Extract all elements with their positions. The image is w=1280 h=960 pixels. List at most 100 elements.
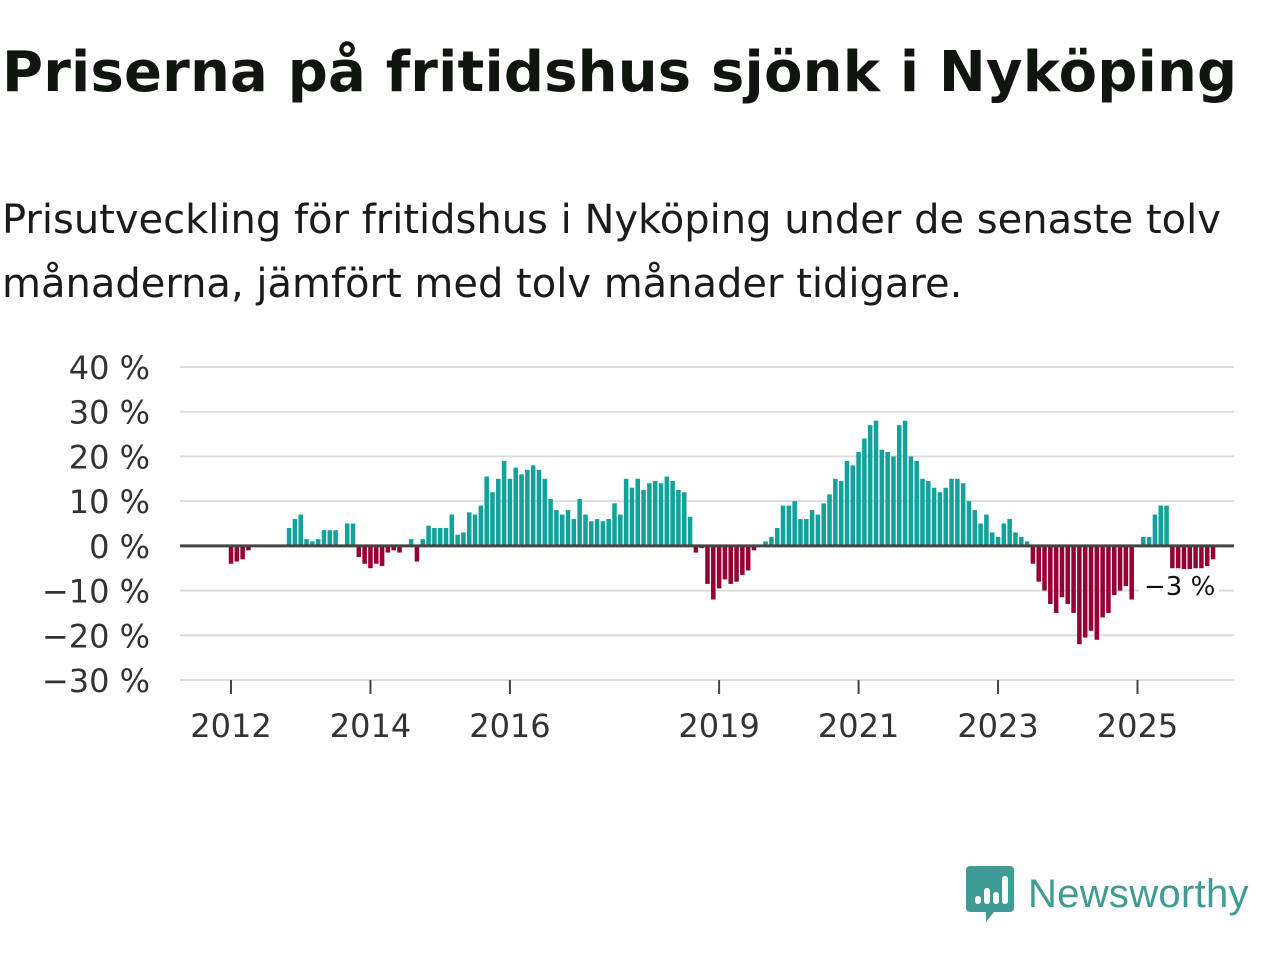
- bar-negative: [234, 545, 240, 562]
- bar-positive: [937, 492, 943, 546]
- bar-positive: [304, 539, 309, 546]
- bar-negative: [1204, 545, 1210, 566]
- bar-negative: [1088, 545, 1094, 631]
- y-tick-label: 30 %: [69, 394, 150, 432]
- bar-negative: [391, 545, 396, 551]
- newsworthy-logo-text: Newsworthy: [1028, 871, 1249, 916]
- bar-negative: [1065, 545, 1071, 604]
- bar-positive: [920, 478, 925, 546]
- bar-positive: [327, 530, 333, 546]
- bar-positive: [623, 478, 629, 546]
- bar-positive: [652, 481, 658, 546]
- bar-positive: [1019, 536, 1024, 546]
- bar-positive: [594, 519, 600, 546]
- bar-positive: [536, 469, 542, 546]
- bar-positive: [978, 523, 983, 546]
- bar-positive: [804, 519, 809, 546]
- bar-negative: [374, 545, 379, 564]
- bar-positive: [600, 521, 606, 546]
- bar-negative: [1082, 545, 1088, 638]
- bar-negative: [1106, 545, 1111, 613]
- bar-negative: [1193, 545, 1198, 569]
- price-change-bar-chart: 40 % 30 % 20 % 10 % 0 % −10 % −20 % −30 % 2012 20…: [42, 349, 1234, 745]
- bar-positive: [1007, 519, 1012, 546]
- bar-positive: [606, 519, 611, 546]
- bar-positive: [344, 523, 350, 546]
- bar-negative: [1036, 545, 1041, 582]
- bars: [228, 420, 1216, 645]
- bar-positive: [827, 494, 832, 546]
- bar-positive: [955, 478, 960, 546]
- bar-positive: [664, 476, 670, 546]
- bar-negative: [1077, 545, 1082, 645]
- bar-positive: [496, 478, 501, 546]
- bar-negative: [240, 545, 245, 560]
- y-tick-label: −20 %: [42, 617, 150, 655]
- annotation-background: [1138, 569, 1219, 601]
- bar-negative: [356, 545, 362, 558]
- x-tick-label: 2023: [957, 707, 1038, 745]
- bar-negative: [1129, 545, 1134, 600]
- bar-negative: [728, 545, 733, 584]
- bar-negative: [414, 545, 420, 562]
- bar-positive: [466, 512, 472, 546]
- bar-positive: [891, 456, 896, 546]
- bar-positive: [449, 514, 455, 546]
- y-tick-label: −10 %: [42, 573, 150, 611]
- bar-negative: [1181, 545, 1187, 580]
- bar-positive: [984, 514, 989, 546]
- bar-positive: [873, 420, 879, 546]
- bar-positive: [1146, 536, 1152, 546]
- bar-positive: [681, 492, 687, 546]
- bar-positive: [350, 523, 356, 546]
- newsworthy-logo-icon: [966, 866, 1014, 922]
- latest-value-annotation: −3 %: [1144, 572, 1215, 602]
- bar-positive: [687, 516, 693, 546]
- bar-negative: [711, 545, 716, 600]
- bar-positive: [949, 478, 954, 546]
- bar-positive: [612, 503, 617, 546]
- bar-negative: [385, 545, 391, 553]
- bar-positive: [490, 492, 495, 546]
- gridlines: [180, 366, 1234, 681]
- bar-negative: [1059, 545, 1065, 598]
- bar-negative: [228, 545, 234, 564]
- bar-positive: [908, 456, 914, 546]
- bar-positive: [577, 498, 582, 546]
- bar-positive: [286, 527, 292, 546]
- bar-positive: [879, 449, 885, 546]
- bar-positive: [571, 519, 577, 546]
- bar-positive: [519, 474, 524, 546]
- bar-positive: [333, 530, 338, 546]
- bar-positive: [931, 487, 937, 546]
- bar-negative: [1030, 545, 1036, 564]
- bar-positive: [554, 510, 559, 546]
- x-tick-label: 2025: [1097, 707, 1178, 745]
- bar-positive: [943, 487, 948, 546]
- bar-positive: [821, 503, 826, 546]
- bar-positive: [525, 469, 530, 546]
- bar-negative: [716, 545, 722, 589]
- bar-negative: [745, 545, 751, 571]
- bar-positive: [885, 451, 890, 546]
- bar-positive: [437, 527, 443, 546]
- bar-positive: [763, 541, 768, 546]
- bar-positive: [635, 478, 641, 546]
- bar-positive: [780, 505, 786, 546]
- bar-positive: [815, 514, 821, 546]
- bar-positive: [1001, 523, 1007, 546]
- bar-positive: [658, 483, 664, 546]
- bar-negative: [379, 545, 385, 566]
- bar-positive: [315, 539, 321, 546]
- bar-positive: [774, 527, 780, 546]
- bar-positive: [1164, 505, 1169, 546]
- bar-negative: [1053, 545, 1059, 613]
- bar-positive: [902, 420, 908, 546]
- bar-positive: [867, 425, 873, 546]
- bar-positive: [583, 514, 588, 546]
- bar-positive: [443, 527, 449, 546]
- bar-negative: [722, 545, 728, 580]
- bar-positive: [862, 438, 867, 546]
- bar-positive: [966, 501, 972, 546]
- bar-negative: [1210, 545, 1216, 560]
